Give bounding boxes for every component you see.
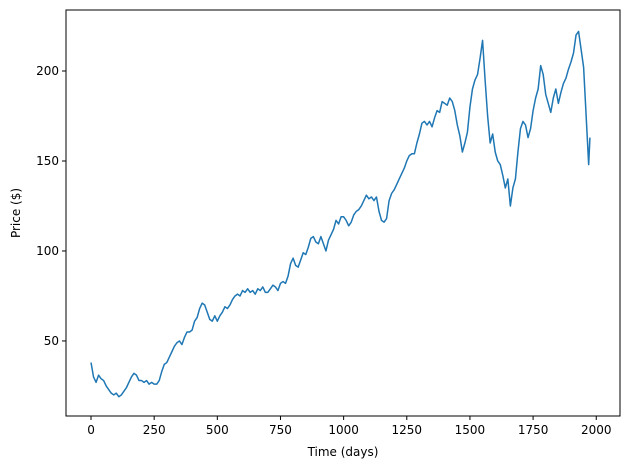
- y-axis-label: Price ($): [9, 188, 23, 238]
- y-tick-label: 150: [36, 154, 59, 168]
- y-tick-label: 100: [36, 244, 59, 258]
- x-tick-label: 500: [206, 423, 229, 437]
- plot-frame: [65, 9, 621, 417]
- y-tick-label: 50: [44, 334, 59, 348]
- x-tick-label: 1000: [328, 423, 359, 437]
- x-tick-label: 1500: [455, 423, 486, 437]
- x-tick-label: 1750: [518, 423, 549, 437]
- x-tick-label: 0: [87, 423, 95, 437]
- x-tick-label: 1250: [392, 423, 423, 437]
- x-axis-label: Time (days): [307, 445, 379, 459]
- x-tick-label: 2000: [581, 423, 612, 437]
- price-line: [90, 30, 591, 398]
- x-tick-label: 750: [269, 423, 292, 437]
- y-tick-label: 200: [36, 64, 59, 78]
- x-tick-label: 250: [143, 423, 166, 437]
